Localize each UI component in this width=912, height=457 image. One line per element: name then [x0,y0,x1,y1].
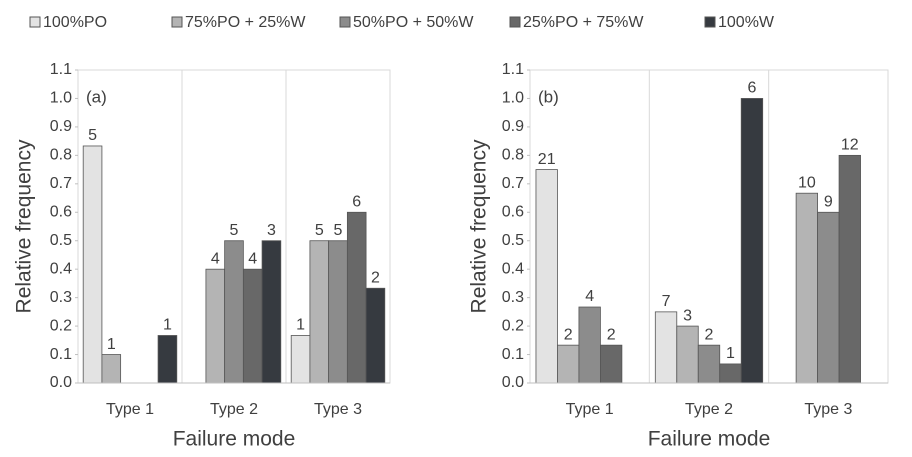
bar [157,335,178,384]
bar-count-label: 7 [662,293,671,310]
y-tick-label: 0.7 [50,175,72,192]
bar [328,240,348,384]
bar-count-label: 5 [230,222,239,239]
bar-count-label: 21 [538,151,556,168]
y-tick-label: 1.0 [502,90,524,107]
bar [817,211,840,384]
bar-count-label: 6 [748,80,757,97]
bar-count-label: 6 [352,193,361,210]
y-axis-title: Relative frequency [468,139,491,313]
x-tick-label: Type 2 [210,401,258,418]
y-tick-label: 0.1 [50,346,72,363]
y-tick-label: 0.2 [502,317,524,334]
bar [676,325,699,384]
bar [82,145,103,384]
bar-count-label: 4 [585,288,594,305]
bar [346,211,367,384]
y-tick-label: 0.2 [50,317,72,334]
bar-count-label: 5 [315,222,324,239]
legend-swatch [29,16,41,28]
bar-count-label: 3 [267,222,276,239]
x-axis-title: Failure mode [648,428,771,451]
bar [535,169,558,384]
bar-count-label: 9 [824,193,833,210]
y-tick-label: 0.9 [502,118,524,135]
legend-swatch [171,16,183,28]
x-tick-label: Type 2 [685,401,733,418]
bar [205,268,226,384]
panel-label: (a) [86,87,107,106]
y-tick-label: 0.0 [50,374,72,391]
y-tick-label: 0.6 [50,203,72,220]
x-tick-label: Type 3 [314,401,362,418]
bar [101,354,122,384]
bar [697,344,721,384]
y-tick-label: 0.6 [502,203,524,220]
bar-count-label: 12 [841,137,859,154]
y-tick-label: 0.0 [502,374,524,391]
y-tick-label: 0.5 [50,232,72,249]
bar-count-label: 10 [798,174,816,191]
y-tick-label: 1.0 [50,90,72,107]
bar [261,240,282,384]
bar [365,287,386,384]
y-tick-label: 0.9 [50,118,72,135]
bar [309,240,330,384]
y-tick-label: 0.3 [50,289,72,306]
bar-count-label: 2 [607,326,616,343]
y-tick-label: 0.5 [502,232,524,249]
bar-count-label: 3 [683,307,692,324]
legend-swatch [704,16,716,28]
bar-count-label: 2 [705,326,714,343]
y-tick-label: 0.4 [502,260,524,277]
y-tick-label: 0.3 [502,289,524,306]
bar [740,98,764,384]
bar-count-label: 5 [334,222,343,239]
legend-label: 75%PO + 25%W [185,14,306,31]
bar-count-label: 1 [107,336,116,353]
y-tick-label: 0.1 [502,346,524,363]
legend-label: 100%W [718,14,775,31]
y-tick-label: 1.1 [50,61,72,78]
bar [224,240,244,384]
bar-count-label: 2 [371,269,380,286]
bar [290,335,311,384]
y-tick-label: 0.8 [50,147,72,164]
y-tick-label: 0.7 [502,175,524,192]
bar [795,192,818,384]
y-tick-label: 1.1 [502,61,524,78]
bar-count-label: 1 [726,345,735,362]
bar-count-label: 2 [564,326,573,343]
x-tick-label: Type 3 [804,401,852,418]
legend-label: 25%PO + 75%W [523,14,644,31]
bar-count-label: 1 [296,317,305,334]
x-tick-label: Type 1 [566,401,614,418]
x-axis-title: Failure mode [173,428,296,451]
bar [557,344,580,384]
bar-count-label: 1 [163,317,172,334]
bar [600,344,623,384]
y-axis-title: Relative frequency [13,139,36,313]
bar [719,363,742,384]
y-tick-label: 0.8 [502,147,524,164]
bar [654,311,678,384]
legend-label: 100%PO [43,14,107,31]
bar-count-label: 4 [211,250,220,267]
y-tick-label: 0.4 [50,260,72,277]
legend-label: 50%PO + 50%W [353,14,474,31]
bar [242,268,263,384]
bar-count-label: 5 [88,127,97,144]
bar [838,154,861,384]
legend-swatch [339,16,351,28]
panel-label: (b) [538,87,559,106]
x-tick-label: Type 1 [106,401,154,418]
bar [578,306,601,384]
bar-count-label: 4 [248,250,257,267]
legend-swatch [509,16,521,28]
